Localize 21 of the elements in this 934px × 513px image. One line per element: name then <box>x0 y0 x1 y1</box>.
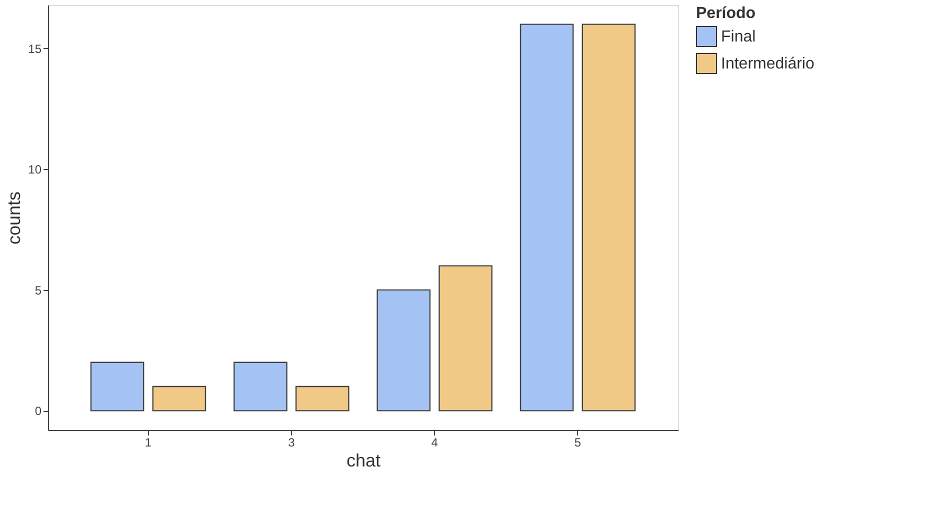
legend-title: Período <box>696 5 756 22</box>
bar <box>582 24 636 412</box>
bar <box>152 386 206 412</box>
bar <box>90 362 144 412</box>
bar <box>234 362 288 412</box>
x-tick-label: 5 <box>574 436 582 450</box>
y-tick-label: 0 <box>34 404 42 418</box>
x-tick-label: 4 <box>431 436 438 450</box>
bar <box>438 265 492 412</box>
y-tick-label: 15 <box>28 42 42 56</box>
x-tick-label: 1 <box>144 436 152 450</box>
x-tick-label: 3 <box>288 436 296 450</box>
y-axis-title: counts <box>4 191 24 245</box>
y-tick-label: 5 <box>34 283 42 298</box>
bar <box>520 24 574 412</box>
legend-label: Final <box>721 28 756 46</box>
bar <box>376 289 431 412</box>
y-tick-label: 10 <box>28 162 42 177</box>
x-axis-title: chat <box>346 450 381 470</box>
legend-label: Intermediário <box>721 56 814 72</box>
bar <box>295 386 350 412</box>
